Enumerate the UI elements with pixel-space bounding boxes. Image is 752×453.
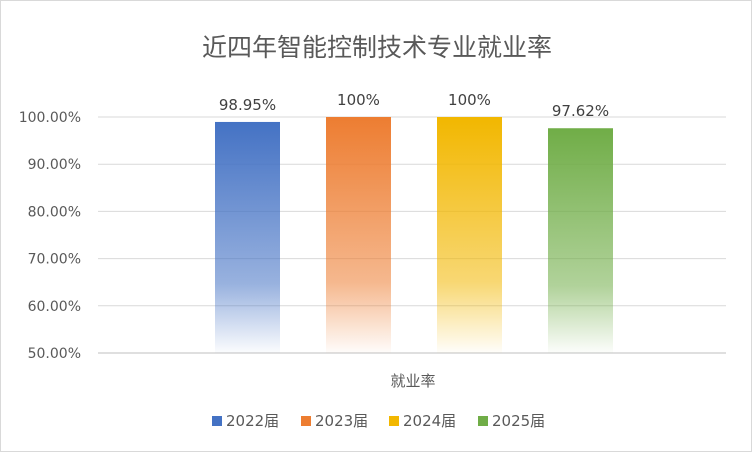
data-label: 98.95% (219, 96, 276, 114)
legend-swatch (389, 416, 399, 426)
bar-2022届 (215, 121, 280, 354)
y-tick-label: 90.00% (28, 157, 81, 173)
y-tick-label: 80.00% (28, 204, 81, 220)
legend-label: 2024届 (403, 412, 456, 430)
y-tick-label: 50.00% (28, 346, 81, 362)
data-label: 100% (448, 91, 491, 109)
legend-swatch (212, 416, 222, 426)
y-tick-label: 100.00% (19, 110, 81, 126)
bar-2023届 (326, 117, 391, 353)
bar-2024届 (437, 117, 502, 353)
legend-label: 2025届 (492, 412, 545, 430)
bar-2025届 (548, 128, 613, 353)
x-axis-category-label: 就业率 (390, 372, 435, 390)
legend-label: 2023届 (315, 412, 368, 430)
y-tick-label: 70.00% (28, 252, 81, 268)
data-label: 100% (337, 91, 380, 109)
legend-label: 2022届 (226, 412, 279, 430)
legend-swatch (301, 416, 311, 426)
legend-swatch (478, 416, 488, 426)
chart-title: 近四年智能控制技术专业就业率 (202, 33, 552, 62)
y-tick-label: 60.00% (28, 299, 81, 315)
data-label: 97.62% (552, 102, 609, 120)
